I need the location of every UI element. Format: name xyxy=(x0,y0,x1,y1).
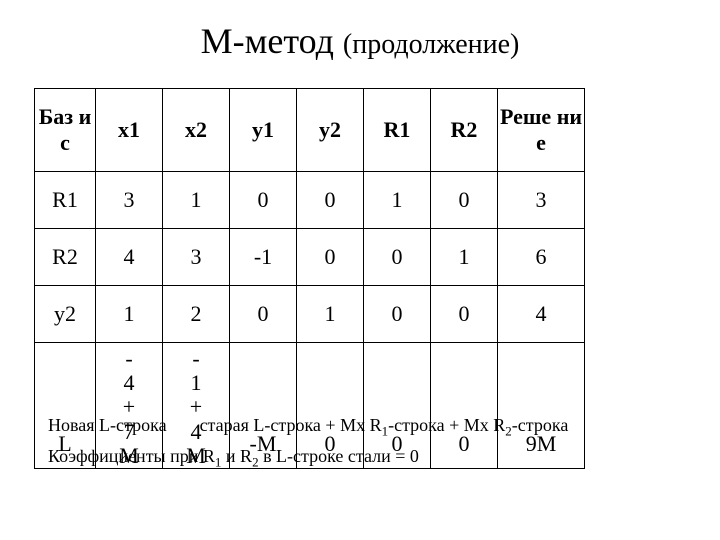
col-header: Реше ни е xyxy=(498,89,585,172)
formula-line-1: Новая L-строка старая L-строка + Mx R1-с… xyxy=(48,415,568,440)
cell: R1 xyxy=(35,172,96,229)
col-header: Баз и с xyxy=(35,89,96,172)
text: в L-строке стали = 0 xyxy=(259,446,419,466)
cell: 0 xyxy=(297,172,364,229)
table-header-row: Баз и с x1 x2 y1 y2 R1 R2 Реше ни е xyxy=(35,89,585,172)
cell: 3 xyxy=(498,172,585,229)
text: Коэффициенты при R xyxy=(48,446,215,466)
cell: 0 xyxy=(297,229,364,286)
cell: 1 xyxy=(163,172,230,229)
cell: -1 xyxy=(230,229,297,286)
cell: 2 xyxy=(163,286,230,343)
cell: 9M xyxy=(498,343,585,469)
text: старая L-строка + Mx R xyxy=(200,415,382,435)
cell: 0 xyxy=(230,286,297,343)
cell: 0 xyxy=(431,286,498,343)
cell: 4 xyxy=(498,286,585,343)
cell: 1 xyxy=(96,286,163,343)
col-header: x1 xyxy=(96,89,163,172)
cell: 1 xyxy=(364,172,431,229)
text: и R xyxy=(221,446,252,466)
col-header: x2 xyxy=(163,89,230,172)
simplex-table: Баз и с x1 x2 y1 y2 R1 R2 Реше ни е R1 3… xyxy=(34,88,585,469)
cell: y2 xyxy=(35,286,96,343)
cell: 0 xyxy=(230,172,297,229)
table-row: R2 4 3 -1 0 0 1 6 xyxy=(35,229,585,286)
cell: R2 xyxy=(35,229,96,286)
cell: 3 xyxy=(96,172,163,229)
cell: 3 xyxy=(163,229,230,286)
text: Новая L-строка xyxy=(48,415,167,435)
col-header: R2 xyxy=(431,89,498,172)
text: -строка xyxy=(512,415,569,435)
cell: 4 xyxy=(96,229,163,286)
col-header: y1 xyxy=(230,89,297,172)
cell: 0 xyxy=(431,343,498,469)
col-header: R1 xyxy=(364,89,431,172)
formula-line-2: Коэффициенты при R1 и R2 в L-строке стал… xyxy=(48,446,419,471)
cell: 0 xyxy=(431,172,498,229)
table-row: R1 3 1 0 0 1 0 3 xyxy=(35,172,585,229)
text: -строка + Mx R xyxy=(388,415,505,435)
table-row: y2 1 2 0 1 0 0 4 xyxy=(35,286,585,343)
title-main: М-метод xyxy=(201,21,334,61)
page-title: М-метод (продолжение) xyxy=(0,20,720,62)
cell: 1 xyxy=(431,229,498,286)
cell: 0 xyxy=(364,229,431,286)
title-sub: (продолжение) xyxy=(343,29,519,60)
col-header: y2 xyxy=(297,89,364,172)
cell: 1 xyxy=(297,286,364,343)
cell: 6 xyxy=(498,229,585,286)
cell: 0 xyxy=(364,286,431,343)
